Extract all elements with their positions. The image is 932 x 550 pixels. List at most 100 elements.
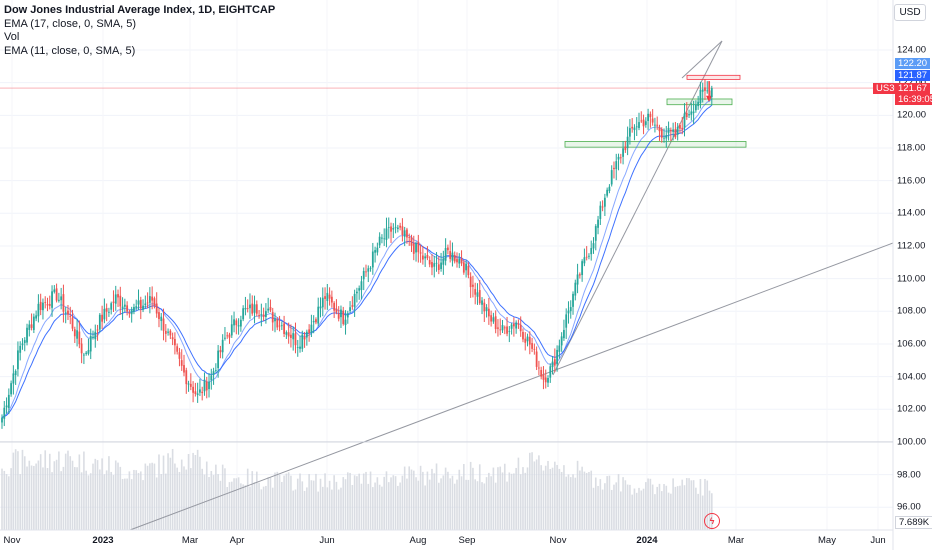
candle-body [353, 293, 356, 307]
volume-bar [478, 464, 481, 530]
y-tick-label: 98.00 [897, 469, 921, 481]
volume-bar [585, 472, 588, 530]
volume-bar [556, 464, 558, 530]
currency-button[interactable]: USD [894, 4, 926, 21]
candle-body [558, 345, 561, 352]
candle-body [351, 305, 354, 307]
y-tick-label: 106.00 [897, 338, 927, 350]
volume-bar [442, 475, 445, 530]
candle-body [581, 261, 584, 276]
volume-bar [294, 489, 297, 530]
candle-body [428, 260, 431, 265]
candle-body [519, 325, 522, 332]
volume-bar [230, 481, 233, 530]
volume-bar [242, 484, 244, 530]
candle-body [349, 307, 351, 312]
candle-body [192, 386, 194, 393]
candle-body [271, 312, 274, 323]
volume-bar [246, 468, 249, 530]
candle-body [196, 393, 199, 396]
candle-body [224, 337, 226, 339]
candle-body [253, 304, 256, 313]
volume-bar [8, 476, 10, 530]
volume-bar [670, 493, 672, 530]
candle-body [410, 237, 413, 246]
volume-bar [617, 474, 620, 530]
candle-body [383, 238, 386, 240]
candle-body [660, 129, 663, 138]
volume-bar [269, 477, 272, 530]
candle-body [701, 89, 704, 92]
volume-bar [174, 463, 176, 530]
volume-bar [428, 479, 431, 530]
candle-body [280, 325, 283, 327]
volume-bar [353, 475, 356, 530]
indicator-vol[interactable]: Vol [4, 31, 20, 43]
candle-body [301, 334, 304, 349]
candle-body [531, 343, 533, 349]
candle-body [699, 89, 702, 104]
x-tick-label: 2024 [636, 535, 658, 546]
candle-body [110, 303, 113, 310]
volume-bar [62, 466, 65, 530]
candle-body [606, 189, 609, 196]
candle-body [640, 120, 643, 122]
volume-bar [592, 487, 595, 530]
candle-body [14, 370, 17, 376]
candle-body [501, 325, 504, 331]
candle-body [694, 104, 697, 111]
indicator-ema-17[interactable]: EMA (17, close, 0, SMA, 5) [4, 17, 137, 30]
candle-body [199, 389, 201, 393]
volume-bar [463, 464, 465, 530]
volume-bar [372, 487, 374, 530]
candle-body [87, 350, 90, 354]
candle-body [299, 346, 301, 349]
volume-bar [376, 477, 379, 530]
indicator-ema-11[interactable]: EMA (11, close, 0, SMA, 5) [4, 44, 136, 57]
y-tick-label: 116.00 [897, 175, 926, 187]
volume-bar [519, 474, 522, 530]
volume-bar [374, 482, 376, 530]
candle-body [55, 288, 58, 301]
volume-bar [21, 449, 24, 530]
volume-bar [306, 487, 308, 530]
candle-body [317, 306, 320, 324]
candle-body [51, 291, 53, 308]
alert-icon[interactable]: ϟ [704, 513, 720, 529]
volume-bar [563, 465, 565, 530]
channel-line [681, 40, 723, 79]
candle-body [706, 90, 709, 92]
volume-bar [171, 448, 174, 530]
volume-bar [64, 453, 67, 530]
candle-body [556, 349, 558, 365]
volume-bar [256, 471, 258, 530]
y-tick-label: 100.00 [897, 436, 927, 448]
candle-body [35, 315, 38, 319]
candle-body [451, 252, 454, 261]
volume-bar [114, 460, 117, 530]
y-tick-label: 110.00 [897, 273, 926, 285]
candle-body [444, 248, 447, 261]
candle-body [647, 113, 649, 122]
candle-body [12, 373, 15, 384]
candle-body [214, 370, 217, 371]
candle-body [508, 330, 511, 332]
candle-body [108, 311, 110, 313]
candle-body [162, 318, 165, 331]
x-tick-label: Mar [727, 535, 745, 546]
y-tick-label: 120.00 [897, 109, 927, 121]
candle-body [394, 226, 397, 228]
candle-body [681, 127, 684, 130]
volume-bar [37, 460, 40, 530]
volume-bar [319, 478, 322, 530]
candle-body [481, 300, 483, 305]
candle-body [690, 111, 693, 115]
candle-body [419, 252, 422, 254]
candle-body [244, 307, 247, 310]
volume-bar [401, 475, 404, 530]
candle-body [219, 350, 222, 353]
volume-bar [453, 483, 456, 530]
candle-body [235, 320, 238, 326]
candle-body [590, 248, 593, 255]
